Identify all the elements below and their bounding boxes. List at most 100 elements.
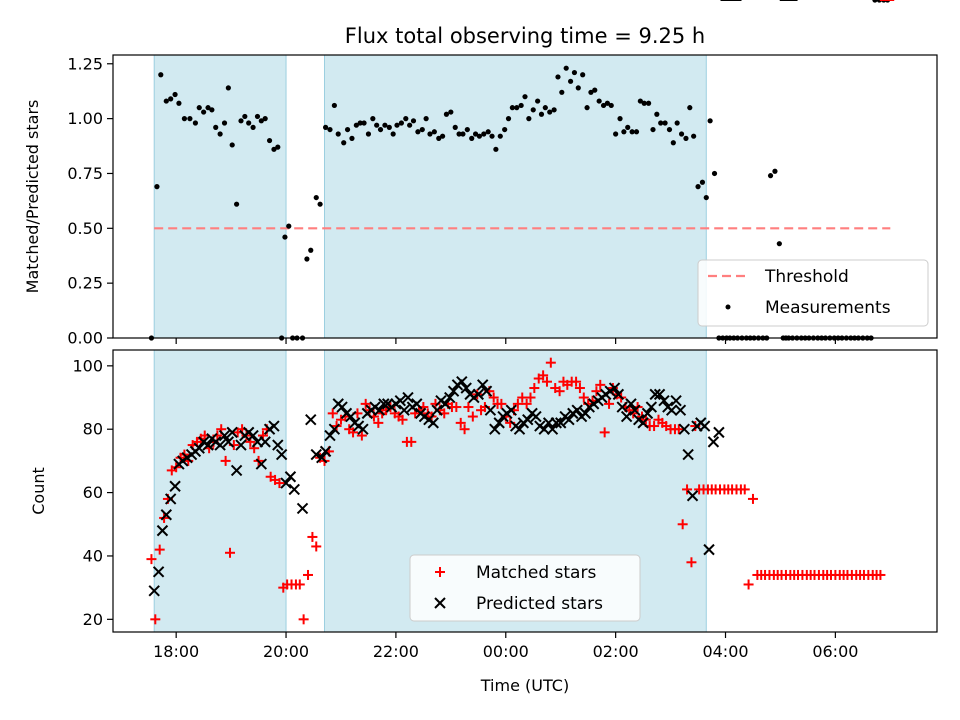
x-tick-label: 20:00 xyxy=(263,642,309,661)
predicted-star-point xyxy=(579,407,592,420)
predicted-star-point xyxy=(444,391,456,404)
measurement-point xyxy=(271,146,277,152)
matched-star-point xyxy=(595,379,606,390)
measurement-point xyxy=(304,256,310,262)
matched-star-point xyxy=(311,541,322,552)
predicted-star-marker xyxy=(378,398,390,410)
predicted-star-point xyxy=(608,382,621,394)
predicted-star-marker xyxy=(658,394,670,407)
predicted-star-marker xyxy=(707,436,720,448)
measurement-point xyxy=(213,124,219,130)
predicted-star-point xyxy=(398,404,410,416)
matched-star-point xyxy=(604,398,615,409)
predicted-star-marker xyxy=(447,385,460,397)
predicted-star-point xyxy=(674,404,687,416)
predicted-star-marker xyxy=(653,388,666,401)
predicted-star-marker xyxy=(169,480,181,492)
predicted-star-marker xyxy=(222,436,235,448)
predicted-star-point xyxy=(169,480,181,492)
predicted-star-point xyxy=(156,524,169,537)
measurement-point xyxy=(229,142,235,148)
measurement-point xyxy=(695,184,701,190)
predicted-star-marker xyxy=(268,420,280,432)
predicted-star-point xyxy=(259,436,271,448)
predicted-star-marker xyxy=(288,483,300,496)
predicted-star-point xyxy=(272,439,284,451)
measurement-point xyxy=(341,140,347,146)
predicted-star-point xyxy=(522,414,534,426)
predicted-star-marker xyxy=(398,404,410,416)
legend-threshold-label: Threshold xyxy=(764,267,849,287)
predicted-star-marker xyxy=(202,439,214,451)
predicted-star-marker xyxy=(431,404,443,416)
matched-star-point xyxy=(150,614,161,625)
predicted-star-marker xyxy=(493,417,505,429)
measurement-point xyxy=(547,109,553,115)
predicted-star-point xyxy=(649,388,661,401)
y-tick-label: 0.25 xyxy=(67,274,103,293)
y-tick-label: 1.25 xyxy=(67,54,103,73)
predicted-star-marker xyxy=(402,391,414,404)
predicted-star-point xyxy=(324,429,336,442)
predicted-star-point xyxy=(160,509,172,521)
y-tick-label: 100 xyxy=(72,356,103,375)
measurement-point xyxy=(225,85,231,91)
measurement-point xyxy=(670,140,676,146)
measurement-point xyxy=(275,144,281,150)
predicted-star-marker xyxy=(255,458,268,470)
predicted-star-point xyxy=(310,448,322,461)
top-axis-ticks: 0.00 0.25 0.50 0.75 1.00 1.25 xyxy=(67,54,836,348)
matched-star-point xyxy=(649,421,660,432)
measurement-point xyxy=(580,72,586,78)
predicted-star-point xyxy=(218,429,231,442)
matched-star-point xyxy=(521,398,532,409)
predicted-star-point xyxy=(193,442,205,454)
matched-star-point xyxy=(496,398,507,409)
matched-star-point xyxy=(545,357,556,368)
measurement-point xyxy=(703,194,709,201)
predicted-star-marker xyxy=(259,436,271,448)
x-tick-label: 00:00 xyxy=(483,642,529,661)
predicted-star-point xyxy=(682,448,694,461)
predicted-star-point xyxy=(152,566,165,578)
predicted-star-point xyxy=(328,423,341,435)
measurement-point xyxy=(571,69,578,76)
predicted-star-point xyxy=(616,401,628,413)
predicted-star-point xyxy=(288,483,300,496)
predicted-star-marker xyxy=(296,502,309,515)
predicted-star-point xyxy=(411,398,423,410)
measurement-point xyxy=(776,241,782,247)
predicted-star-marker xyxy=(522,414,534,426)
predicted-star-marker xyxy=(460,382,472,394)
x-tick-label: 06:00 xyxy=(812,642,858,661)
y-tick-label: 0.00 xyxy=(67,329,103,348)
predicted-stars-points xyxy=(148,0,798,597)
predicted-star-point xyxy=(513,423,526,435)
legend-predicted-label: Predicted stars xyxy=(476,594,603,614)
measurement-point xyxy=(448,109,454,115)
predicted-star-marker xyxy=(345,410,357,423)
measurement-point xyxy=(242,113,248,120)
measurement-point xyxy=(662,120,668,126)
measurement-point xyxy=(514,105,520,111)
measurement-point xyxy=(386,124,392,130)
measurement-point xyxy=(575,85,581,91)
predicted-star-point xyxy=(255,458,268,470)
predicted-star-marker xyxy=(620,410,633,423)
predicted-star-point xyxy=(394,394,407,407)
top-legend: Threshold Measurements xyxy=(697,259,929,327)
predicted-star-marker xyxy=(674,404,687,416)
predicted-star-marker xyxy=(272,439,284,451)
matched-star-point xyxy=(451,402,462,413)
measurement-point xyxy=(196,105,202,111)
bottom-legend: Matched stars Predicted stars xyxy=(409,554,641,622)
predicted-star-point xyxy=(222,436,235,448)
predicted-star-marker xyxy=(247,429,259,442)
predicted-star-point xyxy=(670,394,682,407)
predicted-star-marker xyxy=(538,423,550,435)
predicted-star-marker xyxy=(164,493,177,505)
measurement-point xyxy=(313,194,319,201)
matched-star-point xyxy=(373,417,384,428)
top-y-axis-label: Matched/Predicted stars xyxy=(23,100,42,294)
measurement-point xyxy=(674,120,680,126)
